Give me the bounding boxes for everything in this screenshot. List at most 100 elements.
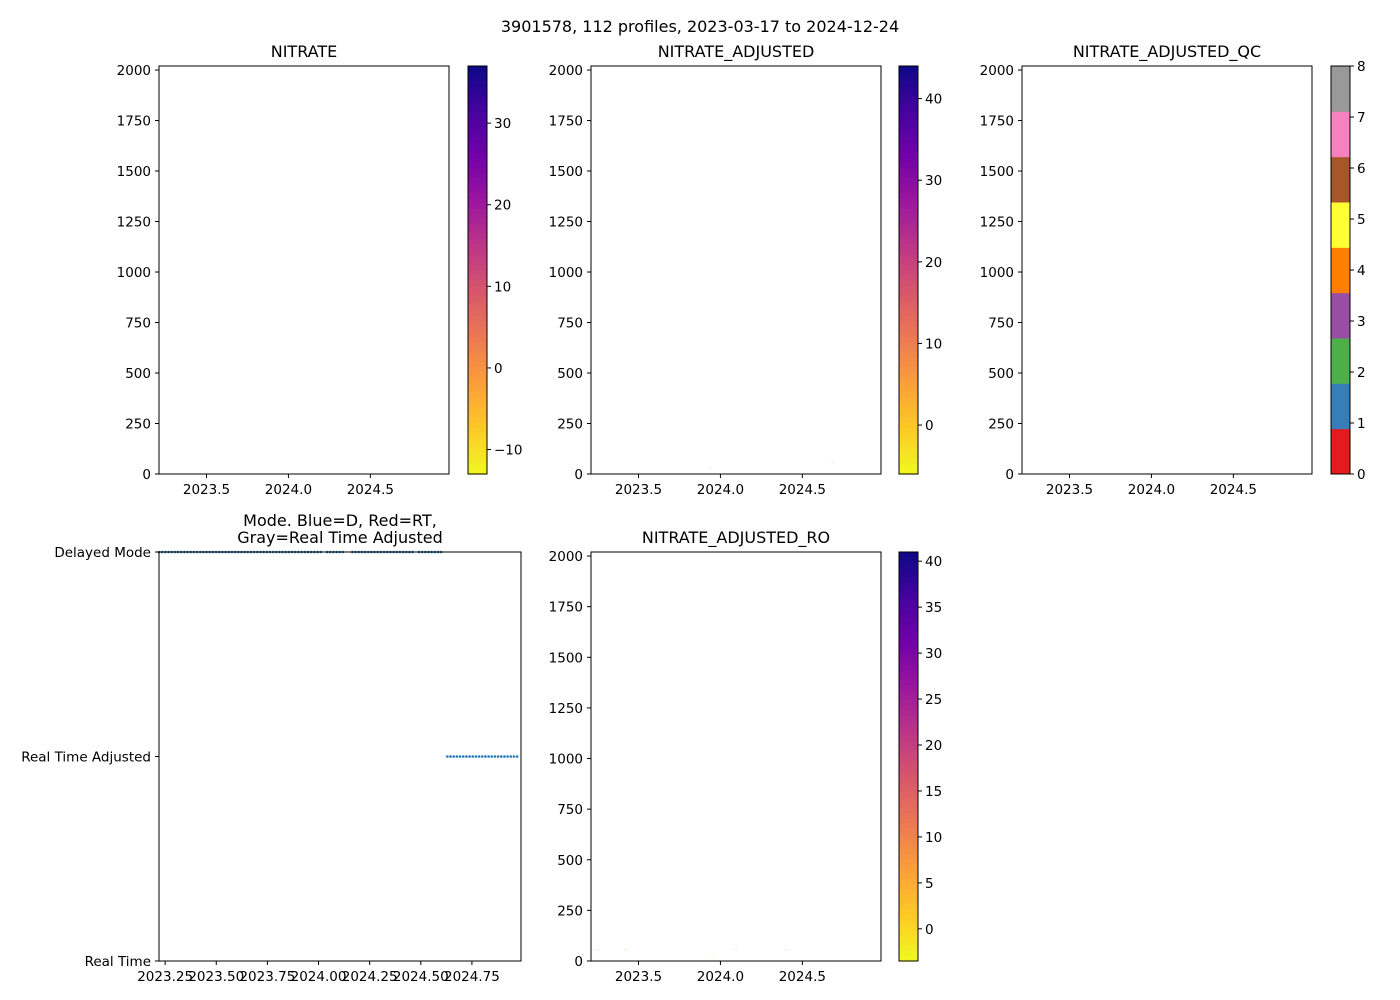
mode-point xyxy=(477,755,481,758)
colorbar-segment xyxy=(468,81,487,87)
colorbar-segment xyxy=(899,106,918,113)
x-tick-label: 2023.5 xyxy=(1046,482,1093,498)
colorbar-segment xyxy=(468,321,487,327)
colorbar-segment xyxy=(468,315,487,322)
colorbar-tick-label: 0 xyxy=(925,418,934,434)
colorbar-segment xyxy=(468,193,487,200)
colorbar-tick-label: 3 xyxy=(1357,314,1366,330)
colorbar-segment xyxy=(899,377,918,383)
x-tick-label: 2024.50 xyxy=(393,969,449,985)
y-tick-label: 1250 xyxy=(980,215,1014,231)
colorbar-tick-label: 30 xyxy=(925,173,942,189)
y-tick-label: 1500 xyxy=(980,164,1014,180)
colorbar-tick-label: 0 xyxy=(494,361,503,377)
colorbar-segment xyxy=(899,366,918,373)
colorbar-segment xyxy=(468,423,487,429)
colorbar-class-4 xyxy=(1331,247,1350,294)
colorbar-segment xyxy=(468,443,487,450)
colorbar-tick-label: 7 xyxy=(1357,110,1366,126)
colorbar-segment xyxy=(899,132,918,138)
y-tick-label: 1250 xyxy=(117,215,151,231)
y-tick-label: 2000 xyxy=(549,63,583,79)
colorbar-segment xyxy=(468,412,487,419)
y-tick-label: 750 xyxy=(125,316,151,332)
y-tick-label: 2000 xyxy=(117,63,151,79)
mode-point xyxy=(452,755,456,758)
colorbar-tick-label: 4 xyxy=(1357,263,1366,279)
colorbar-segment xyxy=(468,203,487,210)
y-tick-label: 1250 xyxy=(549,215,583,231)
colorbar-segment xyxy=(468,275,487,281)
colorbar-segment xyxy=(468,259,487,266)
colorbar-segment xyxy=(468,213,487,220)
colorbar-segment xyxy=(468,326,487,332)
colorbar-segment xyxy=(899,285,918,291)
colorbar-segment xyxy=(899,412,918,419)
heatmap-1 xyxy=(708,462,835,469)
y-tick-label: 250 xyxy=(557,417,583,433)
colorbar-segment xyxy=(899,86,918,93)
colorbar-segment xyxy=(468,280,487,286)
colorbar-segment xyxy=(468,162,487,169)
y-tick-label: 1750 xyxy=(117,114,151,130)
colorbar-segment xyxy=(899,300,918,307)
plot-frame xyxy=(158,65,450,475)
colorbar-segment xyxy=(468,305,487,312)
colorbar-segment xyxy=(899,193,918,200)
mode-point xyxy=(461,755,465,758)
y-tick-label: 750 xyxy=(557,316,583,332)
colorbar-segment xyxy=(899,142,918,149)
y-tick-label: 1500 xyxy=(117,164,151,180)
axes-title: NITRATE xyxy=(271,42,338,61)
colorbar-segment xyxy=(468,290,487,297)
colorbar-segment xyxy=(468,438,487,444)
colorbar-segment xyxy=(899,137,918,144)
x-tick-label: 2023.5 xyxy=(615,482,662,498)
y-tick-label: Real Time Adjusted xyxy=(21,750,151,766)
mode-point xyxy=(499,755,503,758)
colorbar-segment xyxy=(899,162,918,169)
plot-frame xyxy=(1021,65,1313,475)
mode-point xyxy=(512,755,516,758)
colorbar-2: 0 1 2 3 4 5 6 7 8 xyxy=(1330,59,1366,483)
colorbar-segment xyxy=(899,453,918,460)
colorbar-segment xyxy=(468,463,487,470)
colorbar-segment xyxy=(468,458,487,465)
colorbar-class-5 xyxy=(1331,202,1350,248)
colorbar-segment xyxy=(899,468,918,475)
colorbar-class-1 xyxy=(1331,383,1350,430)
colorbar-segment xyxy=(468,366,487,373)
mode-point xyxy=(487,755,490,758)
colorbar-segment xyxy=(899,346,918,353)
y-tick-label: 0 xyxy=(1005,467,1014,483)
axes-title: NITRATE_ADJUSTED xyxy=(658,42,815,62)
colorbar-0: −10 0 10 20 30 xyxy=(467,65,523,475)
colorbar-segment xyxy=(468,270,487,276)
colorbar-1: 0 10 20 30 40 xyxy=(898,65,942,475)
mode-point xyxy=(446,755,449,758)
mode-point xyxy=(506,755,509,758)
colorbar-segment xyxy=(468,407,487,414)
colorbar-segment xyxy=(899,244,918,251)
colorbar-segment xyxy=(468,111,487,118)
colorbar-tick-label: 20 xyxy=(494,198,511,214)
colorbar-segment xyxy=(899,122,918,128)
colorbar-class-3 xyxy=(1331,292,1350,339)
colorbar-frame xyxy=(898,65,919,475)
mode-point xyxy=(465,755,468,758)
figure-suptitle: 3901578, 112 profiles, 2023-03-17 to 202… xyxy=(501,17,899,36)
colorbar-segment xyxy=(468,229,487,235)
colorbar-segment xyxy=(899,264,918,271)
colorbar-segment xyxy=(899,321,918,327)
colorbar-segment xyxy=(468,152,487,159)
x-tick-label: 2023.75 xyxy=(239,969,295,985)
colorbar-segment xyxy=(468,137,487,144)
colorbar-segment xyxy=(468,224,487,230)
colorbar-segment xyxy=(468,168,487,174)
colorbar-segment xyxy=(899,254,918,261)
colorbar-segment xyxy=(468,239,487,246)
colorbar-segment xyxy=(899,173,918,179)
colorbar-frame xyxy=(467,65,488,475)
colorbar-segment xyxy=(468,295,487,302)
x-tick-label: 2024.5 xyxy=(1210,482,1257,498)
